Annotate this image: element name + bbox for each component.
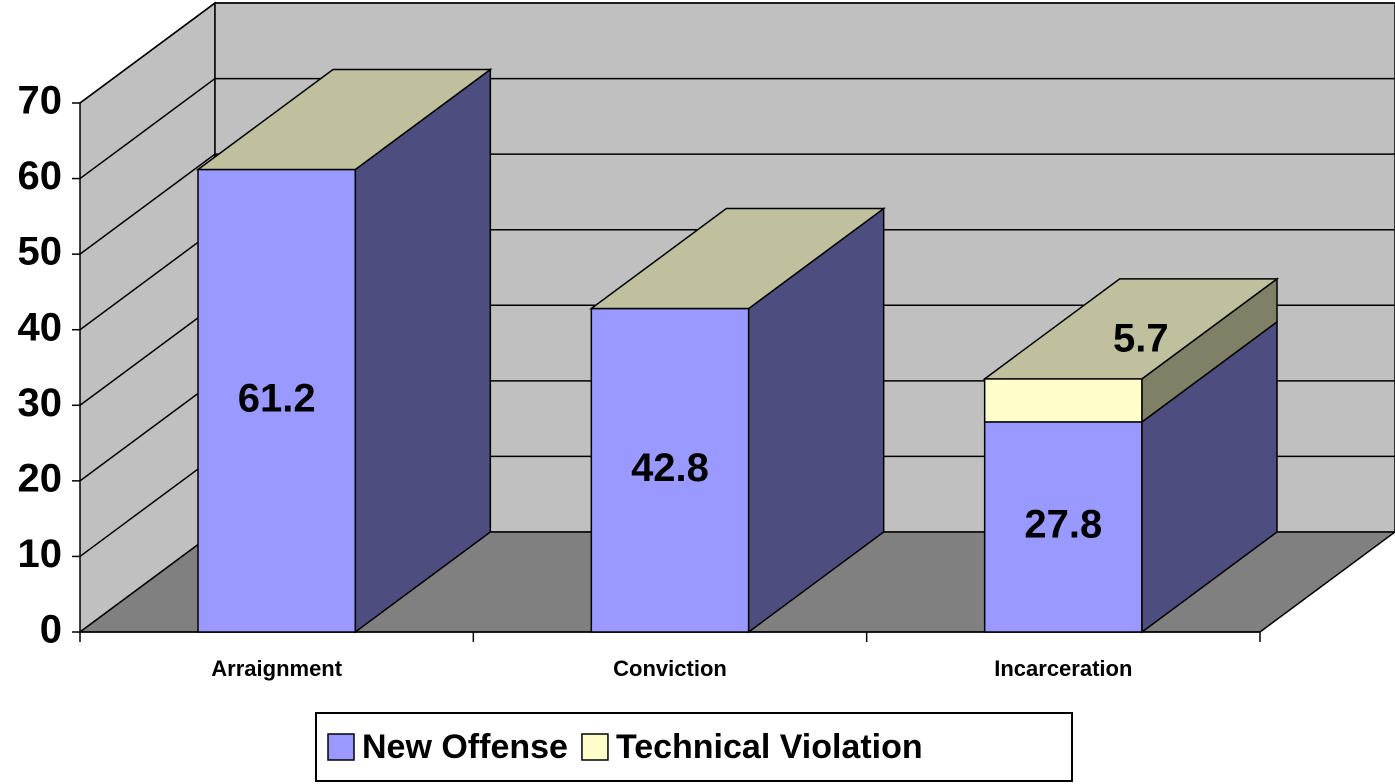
y-tick-label: 30	[18, 381, 63, 425]
x-tick-label: Incarceration	[994, 656, 1132, 681]
bar-segment	[983, 421, 1143, 633]
data-label: 42.8	[631, 446, 709, 490]
bar-segment	[590, 307, 750, 633]
grid-line	[79, 77, 216, 180]
x-tick-label: Arraignment	[211, 656, 342, 681]
y-tick-label: 20	[18, 456, 63, 500]
y-tick-label: 0	[40, 608, 62, 652]
bar-segment	[197, 168, 357, 633]
legend-swatch	[581, 733, 609, 761]
y-tick-label: 70	[18, 79, 63, 123]
y-tick-label: 10	[18, 532, 63, 576]
legend	[315, 712, 1073, 782]
grid-line	[79, 2, 216, 104]
y-tick-label: 40	[18, 305, 63, 349]
legend-label: New Offense	[362, 728, 568, 766]
bar-top	[195, 68, 493, 171]
data-label: 61.2	[238, 376, 316, 420]
bar-top	[589, 207, 886, 310]
bar-segment	[983, 378, 1143, 423]
grid-line	[79, 455, 216, 558]
y-tick-label: 50	[18, 230, 63, 274]
side-wall	[79, 1, 216, 634]
legend-swatch	[327, 733, 355, 761]
y-tick-label: 60	[18, 154, 63, 198]
legend-label: Technical Violation	[616, 728, 923, 766]
grid-line	[79, 229, 216, 331]
grid-line	[79, 153, 216, 255]
x-tick-label: Conviction	[613, 656, 727, 681]
grid-line	[79, 304, 216, 406]
bar-top	[982, 278, 1280, 380]
data-label: 5.7	[1113, 316, 1169, 360]
grid-line	[79, 380, 216, 482]
data-label: 27.8	[1024, 503, 1102, 547]
